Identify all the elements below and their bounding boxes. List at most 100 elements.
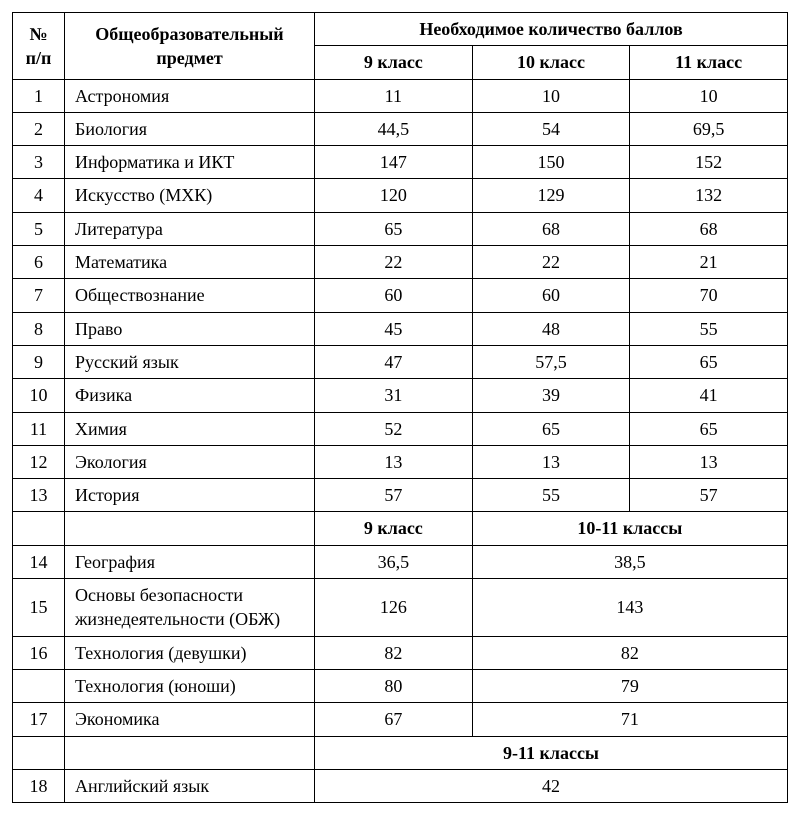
cell-num: 5 bbox=[13, 212, 65, 245]
cell-num: 15 bbox=[13, 579, 65, 637]
table-row: 1Астрономия111010 bbox=[13, 79, 788, 112]
cell-g10: 129 bbox=[472, 179, 630, 212]
cell-g1011: 79 bbox=[472, 669, 787, 702]
cell-g11: 10 bbox=[630, 79, 788, 112]
table-row: 6Математика222221 bbox=[13, 246, 788, 279]
blank-cell bbox=[13, 736, 65, 769]
cell-subject: Математика bbox=[65, 246, 315, 279]
blank-cell bbox=[65, 736, 315, 769]
table-row: 12Экология131313 bbox=[13, 445, 788, 478]
section-header-row: 9 класс10-11 классы bbox=[13, 512, 788, 545]
table-row: 3Информатика и ИКТ147150152 bbox=[13, 146, 788, 179]
cell-g10: 10 bbox=[472, 79, 630, 112]
blank-cell bbox=[65, 512, 315, 545]
cell-subject: Физика bbox=[65, 379, 315, 412]
table-row: 9Русский язык4757,565 bbox=[13, 345, 788, 378]
table-body: 1Астрономия1110102Биология44,55469,53Инф… bbox=[13, 79, 788, 803]
header-row-1: № п/п Общеобразовательный предмет Необхо… bbox=[13, 13, 788, 46]
col-header-num: № п/п bbox=[13, 13, 65, 80]
cell-g10: 13 bbox=[472, 445, 630, 478]
cell-g10: 54 bbox=[472, 112, 630, 145]
cell-g11: 152 bbox=[630, 146, 788, 179]
cell-subject: Экономика bbox=[65, 703, 315, 736]
cell-num: 2 bbox=[13, 112, 65, 145]
cell-num: 4 bbox=[13, 179, 65, 212]
cell-g10: 48 bbox=[472, 312, 630, 345]
cell-g1011: 143 bbox=[472, 579, 787, 637]
table-row: 14География36,538,5 bbox=[13, 545, 788, 578]
table-row: 2Биология44,55469,5 bbox=[13, 112, 788, 145]
cell-g11: 21 bbox=[630, 246, 788, 279]
cell-subject: География bbox=[65, 545, 315, 578]
cell-subject: Основы безопасности жизнедеятельности (О… bbox=[65, 579, 315, 637]
section-header-row: 9-11 классы bbox=[13, 736, 788, 769]
cell-subject: Информатика и ИКТ bbox=[65, 146, 315, 179]
cell-num: 1 bbox=[13, 79, 65, 112]
cell-num: 10 bbox=[13, 379, 65, 412]
cell-g10: 65 bbox=[472, 412, 630, 445]
cell-num: 8 bbox=[13, 312, 65, 345]
blank-cell bbox=[13, 512, 65, 545]
cell-num: 14 bbox=[13, 545, 65, 578]
cell-subject: Экология bbox=[65, 445, 315, 478]
cell-g9: 45 bbox=[315, 312, 473, 345]
cell-g9: 67 bbox=[315, 703, 473, 736]
cell-g9: 57 bbox=[315, 479, 473, 512]
cell-num: 9 bbox=[13, 345, 65, 378]
table-row: 16Технология (девушки)8282 bbox=[13, 636, 788, 669]
cell-g10: 22 bbox=[472, 246, 630, 279]
cell-g9: 126 bbox=[315, 579, 473, 637]
cell-g9: 82 bbox=[315, 636, 473, 669]
cell-subject: История bbox=[65, 479, 315, 512]
cell-num: 6 bbox=[13, 246, 65, 279]
cell-subject: Астрономия bbox=[65, 79, 315, 112]
section-header-g911: 9-11 классы bbox=[315, 736, 788, 769]
cell-g9: 36,5 bbox=[315, 545, 473, 578]
cell-g11: 13 bbox=[630, 445, 788, 478]
cell-g9: 22 bbox=[315, 246, 473, 279]
cell-g1011: 71 bbox=[472, 703, 787, 736]
cell-g9: 80 bbox=[315, 669, 473, 702]
table-row: 18Английский язык42 bbox=[13, 769, 788, 802]
cell-num: 13 bbox=[13, 479, 65, 512]
section-header-g1011: 10-11 классы bbox=[472, 512, 787, 545]
cell-g11: 57 bbox=[630, 479, 788, 512]
cell-subject: Английский язык bbox=[65, 769, 315, 802]
cell-g9: 52 bbox=[315, 412, 473, 445]
cell-g11: 69,5 bbox=[630, 112, 788, 145]
table-row: 15Основы безопасности жизнедеятельности … bbox=[13, 579, 788, 637]
cell-g11: 132 bbox=[630, 179, 788, 212]
cell-g10: 39 bbox=[472, 379, 630, 412]
cell-num: 3 bbox=[13, 146, 65, 179]
cell-g1011: 82 bbox=[472, 636, 787, 669]
cell-g1011: 38,5 bbox=[472, 545, 787, 578]
table-row: 5Литература656868 bbox=[13, 212, 788, 245]
cell-g9: 60 bbox=[315, 279, 473, 312]
cell-g9: 13 bbox=[315, 445, 473, 478]
cell-g11: 68 bbox=[630, 212, 788, 245]
col-header-g11: 11 класс bbox=[630, 46, 788, 79]
cell-subject: Технология (девушки) bbox=[65, 636, 315, 669]
cell-num: 18 bbox=[13, 769, 65, 802]
scores-table: № п/п Общеобразовательный предмет Необхо… bbox=[12, 12, 788, 803]
cell-g9: 11 bbox=[315, 79, 473, 112]
cell-num: 17 bbox=[13, 703, 65, 736]
cell-subject: Русский язык bbox=[65, 345, 315, 378]
table-row: 4Искусство (МХК)120129132 bbox=[13, 179, 788, 212]
cell-subject: Искусство (МХК) bbox=[65, 179, 315, 212]
table-row: 10Физика313941 bbox=[13, 379, 788, 412]
table-row: Технология (юноши)8079 bbox=[13, 669, 788, 702]
cell-subject: Право bbox=[65, 312, 315, 345]
cell-subject: Обществознание bbox=[65, 279, 315, 312]
cell-num: 11 bbox=[13, 412, 65, 445]
cell-g10: 55 bbox=[472, 479, 630, 512]
cell-g9: 31 bbox=[315, 379, 473, 412]
section-header-g9: 9 класс bbox=[315, 512, 473, 545]
cell-num: 16 bbox=[13, 636, 65, 669]
cell-g10: 68 bbox=[472, 212, 630, 245]
cell-g9: 120 bbox=[315, 179, 473, 212]
col-header-subject: Общеобразовательный предмет bbox=[65, 13, 315, 80]
col-header-g10: 10 класс bbox=[472, 46, 630, 79]
cell-subject: Биология bbox=[65, 112, 315, 145]
cell-subject: Литература bbox=[65, 212, 315, 245]
